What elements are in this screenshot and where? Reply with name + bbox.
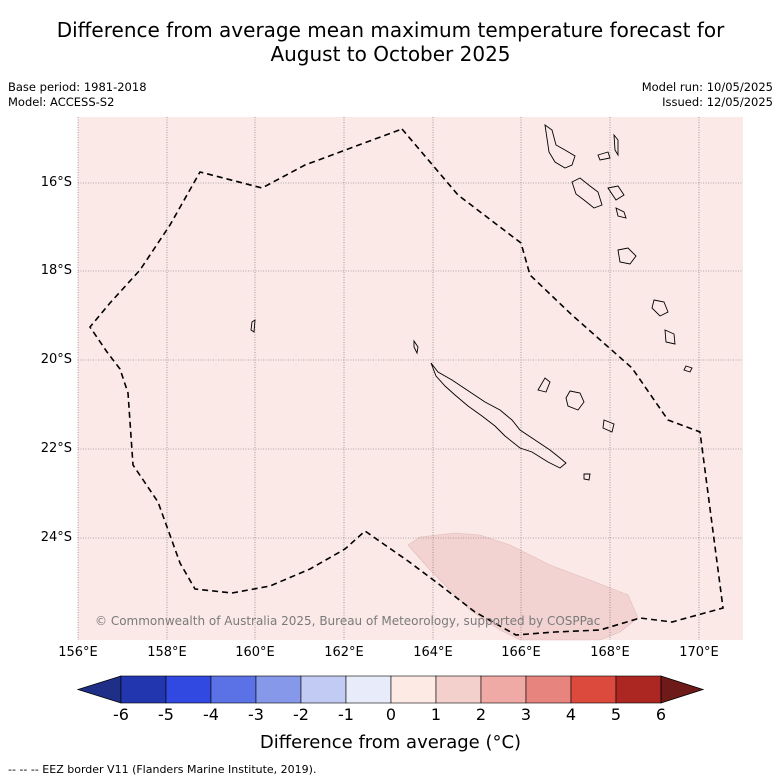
colorbar-tick--4: -4 xyxy=(203,705,219,724)
right-metadata: Model run: 10/05/2025 Issued: 12/05/2025 xyxy=(642,80,773,110)
eez-border xyxy=(88,128,724,636)
lat-label-24s: 24°S xyxy=(40,530,72,545)
lon-label-156e: 156°E xyxy=(58,645,98,660)
lat-label-22s: 22°S xyxy=(40,441,72,456)
colorbar-tick-1: 1 xyxy=(430,705,442,724)
island-mare xyxy=(602,419,615,433)
lon-label-160e: 160°E xyxy=(235,645,275,660)
colorbar-tick--1: -1 xyxy=(338,705,354,724)
island-ambae xyxy=(597,151,611,161)
lon-label-158e: 158°E xyxy=(147,645,187,660)
colorbar-tick-3: 3 xyxy=(520,705,532,724)
colorbar xyxy=(76,675,705,704)
island-espiritu-santo xyxy=(544,124,576,169)
island-aneityum xyxy=(683,365,693,373)
colorbar-title: Difference from average (°C) xyxy=(259,732,522,753)
map-background xyxy=(78,117,743,640)
colorbar-tick--2: -2 xyxy=(293,705,309,724)
lon-label-168e: 168°E xyxy=(590,645,630,660)
colorbar-bin-4-to-5 xyxy=(570,675,617,704)
title-line-1: Difference from average mean maximum tem… xyxy=(56,18,725,42)
island-ambrym xyxy=(607,185,625,201)
island-tanna xyxy=(664,329,676,345)
island-new-caledonia xyxy=(430,362,567,469)
colorbar-tick--6: -6 xyxy=(113,705,129,724)
colorbar-tick-0: 0 xyxy=(385,705,397,724)
lat-label-20s: 20°S xyxy=(40,352,72,367)
island-lifou xyxy=(565,390,585,411)
colorbar-bin-1-to-2 xyxy=(435,675,482,704)
colorbar-tick-5: 5 xyxy=(610,705,622,724)
island-ouvea xyxy=(537,377,551,393)
colorbar-bin--6-to--5 xyxy=(120,675,167,704)
island-erromango xyxy=(651,299,669,317)
model-run: Model run: 10/05/2025 xyxy=(641,80,773,94)
chart-title: Difference from average mean maximum tem… xyxy=(0,18,781,66)
graticule xyxy=(77,117,743,640)
colorbar-bin-0-to-1 xyxy=(390,675,437,704)
island-belep xyxy=(413,339,419,355)
island-malekula xyxy=(571,177,603,209)
colorbar-tick-6: 6 xyxy=(655,705,667,724)
colorbar-bin-3-to-4 xyxy=(525,675,572,704)
colorbar-extend-low xyxy=(76,675,122,704)
lat-label-16s: 16°S xyxy=(40,175,72,190)
title-line-2: August to October 2025 xyxy=(270,42,511,66)
issued-date: Issued: 12/05/2025 xyxy=(662,95,773,109)
island-maewo xyxy=(613,133,619,157)
island-efate xyxy=(617,247,637,265)
left-metadata: Base period: 1981-2018 Model: ACCESS-S2 xyxy=(8,80,147,110)
colorbar-bin--3-to--2 xyxy=(255,675,302,704)
colorbar-bin--5-to--4 xyxy=(165,675,212,704)
colorbar-tick--5: -5 xyxy=(158,705,174,724)
coastlines xyxy=(250,124,693,481)
base-period: Base period: 1981-2018 xyxy=(8,80,147,94)
anomaly-patch xyxy=(407,532,639,641)
colorbar-bin-5-to-6 xyxy=(615,675,662,704)
colorbar-bin--1-to-0 xyxy=(345,675,392,704)
lon-label-170e: 170°E xyxy=(679,645,719,660)
model-name: Model: ACCESS-S2 xyxy=(8,95,115,109)
colorbar-bin--4-to--3 xyxy=(210,675,257,704)
lon-label-164e: 164°E xyxy=(413,645,453,660)
copyright-credit: © Commonwealth of Australia 2025, Bureau… xyxy=(95,614,601,628)
lon-label-166e: 166°E xyxy=(501,645,541,660)
eez-legend-footer: -- -- -- EEZ border V11 (Flanders Marine… xyxy=(8,763,317,776)
colorbar-bin--2-to--1 xyxy=(300,675,347,704)
lat-label-18s: 18°S xyxy=(40,263,72,278)
island-epi xyxy=(615,207,627,219)
colorbar-extend-high xyxy=(660,675,705,704)
island-chesterfield xyxy=(250,319,256,333)
lon-label-162e: 162°E xyxy=(324,645,364,660)
colorbar-tick--3: -3 xyxy=(248,705,264,724)
colorbar-tick-4: 4 xyxy=(565,705,577,724)
colorbar-tick-2: 2 xyxy=(475,705,487,724)
colorbar-bin-2-to-3 xyxy=(480,675,527,704)
island-isle-of-pines xyxy=(583,473,591,481)
